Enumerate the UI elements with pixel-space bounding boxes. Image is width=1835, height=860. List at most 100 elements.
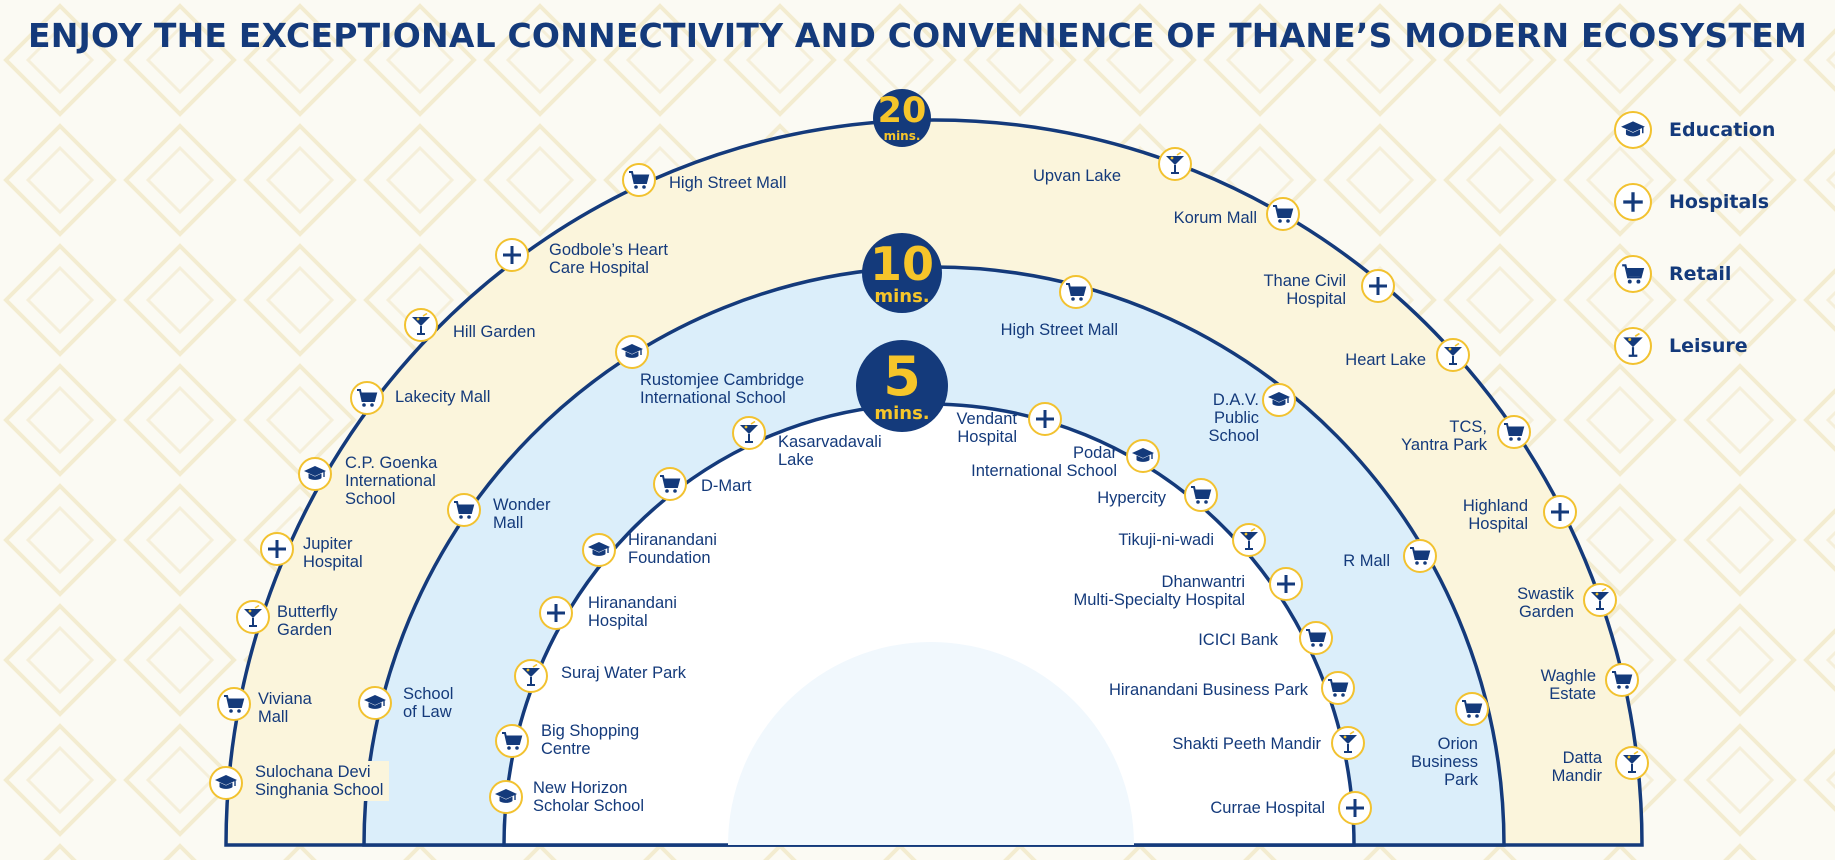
place-label: Hiranandani Foundation [628, 531, 717, 567]
plus-icon [1614, 183, 1652, 221]
legend-item-retail: Retail [1614, 255, 1731, 293]
shopping-cart-icon [1266, 197, 1300, 231]
cocktail-glass-icon [1331, 726, 1365, 760]
shopping-cart-icon [653, 467, 687, 501]
place-label: Shakti Peeth Mandir [1172, 735, 1321, 753]
graduation-cap-icon [209, 766, 243, 800]
ring-10-number: 10 [869, 236, 934, 291]
plus-icon [1028, 402, 1062, 436]
ring-20-badge: 20 mins. [873, 89, 931, 147]
place-label: High Street Mall [669, 174, 787, 192]
legend-item-hospitals: Hospitals [1614, 183, 1769, 221]
graduation-cap-icon [1126, 439, 1160, 473]
ring-5-unit: mins. [874, 402, 930, 424]
place-label: Dhanwantri Multi-Specialty Hospital [1073, 573, 1245, 609]
plus-icon [1338, 791, 1372, 825]
place-label: Korum Mall [1173, 209, 1257, 227]
legend-item-education: Education [1614, 111, 1775, 149]
shopping-cart-icon [1614, 255, 1652, 293]
graduation-cap-icon [298, 457, 332, 491]
cocktail-glass-icon [1232, 523, 1266, 557]
place-label: Currae Hospital [1210, 799, 1325, 817]
shopping-cart-icon [350, 381, 384, 415]
place-label: School of Law [403, 685, 454, 721]
graduation-cap-icon [489, 780, 523, 814]
place-label: Godbole’s Heart Care Hospital [549, 241, 668, 277]
place-label: Hypercity [1097, 489, 1166, 507]
place-label: Tikuji-ni-wadi [1118, 531, 1214, 549]
place-label: C.P. Goenka International School [345, 454, 438, 508]
place-label: Rustomjee Cambridge International School [640, 371, 805, 407]
graduation-cap-icon [1262, 383, 1296, 417]
graduation-cap-icon [615, 335, 649, 369]
legend-label-hospitals: Hospitals [1669, 191, 1770, 213]
shopping-cart-icon [1605, 663, 1639, 697]
shopping-cart-icon [1059, 275, 1093, 309]
graduation-cap-icon [358, 686, 392, 720]
place-label: Lakecity Mall [395, 388, 491, 406]
plus-icon [539, 596, 573, 630]
place-label: D.A.V. Public School [1208, 391, 1259, 445]
plus-icon [1269, 567, 1303, 601]
place-label: Butterfly Garden [277, 603, 338, 639]
shopping-cart-icon [1497, 415, 1531, 449]
cocktail-glass-icon [732, 416, 766, 450]
graduation-cap-icon [1614, 111, 1652, 149]
place-label: Hiranandani Hospital [588, 594, 677, 630]
cocktail-glass-icon [1436, 338, 1470, 372]
ring-10-unit: mins. [874, 285, 930, 307]
ring-20-unit: mins. [883, 129, 921, 143]
place-label: Orion Business Park [1411, 735, 1478, 789]
place-label: Podar International School [971, 444, 1117, 480]
place-label: Heart Lake [1345, 351, 1426, 369]
place-label: Sulochana Devi Singhania School [253, 761, 390, 801]
cocktail-glass-icon [1158, 147, 1192, 181]
place-label: Viviana Mall [258, 690, 312, 726]
place-label: ICICI Bank [1198, 631, 1278, 649]
cocktail-glass-icon [514, 659, 548, 693]
shopping-cart-icon [1299, 621, 1333, 655]
legend-label-education: Education [1669, 119, 1776, 141]
cocktail-glass-icon [404, 308, 438, 342]
place-label: Wonder Mall [493, 496, 551, 532]
ring-10-badge: 10 mins. [862, 233, 942, 313]
place-label: Waghle Estate [1540, 667, 1596, 703]
plus-icon [1543, 495, 1577, 529]
plus-icon [495, 238, 529, 272]
shopping-cart-icon [447, 493, 481, 527]
place-label: Upvan Lake [1032, 167, 1121, 185]
place-label: Hiranandani Business Park [1108, 681, 1308, 699]
place-label: Kasarvadavali Lake [778, 433, 882, 469]
shopping-cart-icon [1455, 692, 1489, 726]
legend-item-leisure: Leisure [1614, 327, 1748, 365]
place-label: Thane Civil Hospital [1263, 272, 1346, 308]
shopping-cart-icon [1321, 671, 1355, 705]
cocktail-glass-icon [1615, 746, 1649, 780]
legend-label-retail: Retail [1669, 263, 1732, 285]
place-label: New Horizon Scholar School [533, 779, 644, 815]
center-semicircle [728, 642, 1134, 845]
shopping-cart-icon [1403, 539, 1437, 573]
ring-5-badge: 5 mins. [856, 340, 948, 432]
place-label: High Street Mall [1000, 321, 1118, 339]
place-label: TCS, Yantra Park [1401, 418, 1487, 454]
shopping-cart-icon [1184, 478, 1218, 512]
place-label: Big Shopping Centre [541, 722, 640, 758]
plus-icon [1361, 269, 1395, 303]
legend-label-leisure: Leisure [1669, 335, 1748, 357]
place-label: Datta Mandir [1551, 749, 1602, 785]
place-label: Hill Garden [453, 323, 536, 341]
place-label: Swastik Garden [1517, 585, 1574, 621]
place-label: Jupiter Hospital [303, 535, 363, 571]
place-label: Highland Hospital [1462, 497, 1528, 533]
place-label: Vendant Hospital [956, 410, 1017, 446]
place-label: D-Mart [701, 477, 752, 495]
page-title: ENJOY THE EXCEPTIONAL CONNECTIVITY AND C… [27, 16, 1807, 55]
place-label: Suraj Water Park [561, 664, 687, 682]
cocktail-glass-icon [1583, 583, 1617, 617]
cocktail-glass-icon [1614, 327, 1652, 365]
cocktail-glass-icon [236, 600, 270, 634]
plus-icon [260, 532, 294, 566]
shopping-cart-icon [495, 724, 529, 758]
